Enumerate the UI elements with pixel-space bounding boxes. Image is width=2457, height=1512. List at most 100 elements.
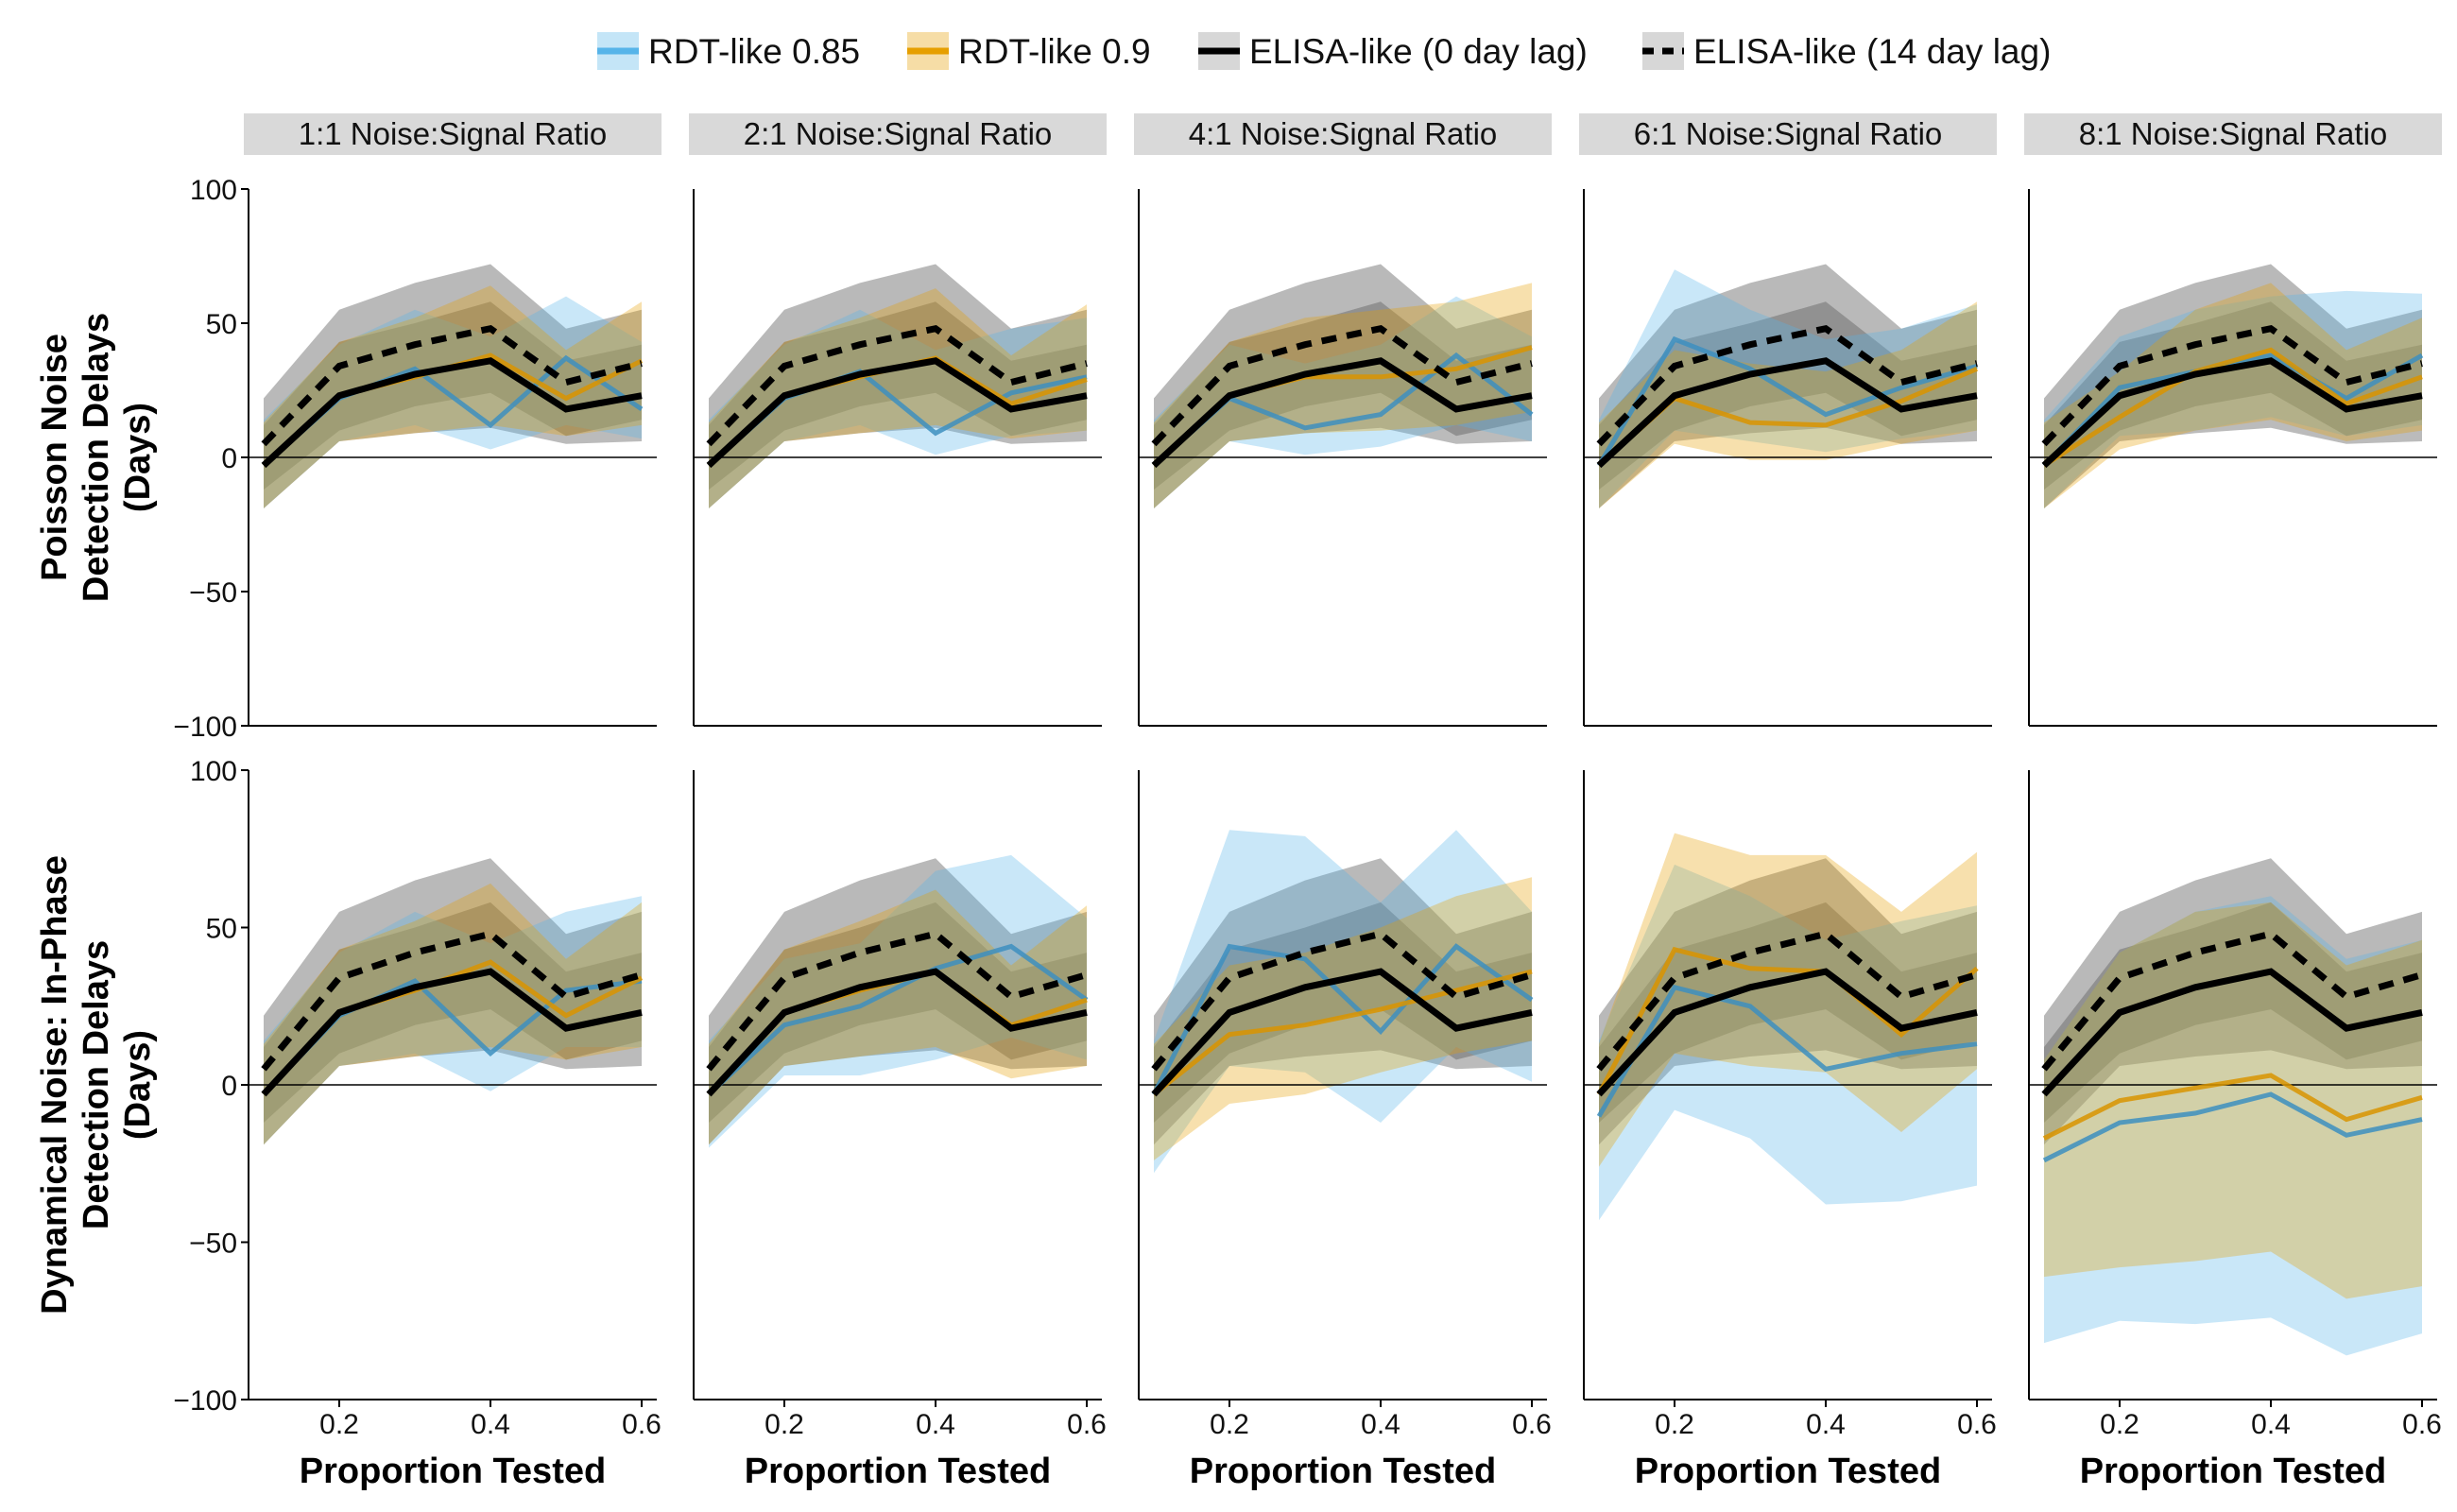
panel: 100 50 0 −50 −100 0.2 0.4 0.6 Proportion Tested [173, 756, 661, 1491]
facet-strip: 4:1 Noise:Signal Ratio [1134, 113, 1552, 155]
legend-label: ELISA-like (14 day lag) [1693, 32, 2051, 71]
elisa-0-band [1154, 902, 1532, 1145]
elisa-0-line [1596, 357, 1978, 469]
strip-title: 1:1 Noise:Signal Ratio [299, 116, 608, 151]
elisa-0-line [2041, 357, 2423, 469]
y-tick-label: 0 [221, 1071, 237, 1102]
y-tick-label: 100 [190, 756, 237, 787]
y-tick-label: 50 [206, 309, 237, 340]
elisa-0-line [261, 357, 643, 469]
facet-strips: 1:1 Noise:Signal Ratio 2:1 Noise:Signal R… [244, 113, 2442, 155]
x-axis-label: Proportion Tested [1190, 1452, 1496, 1491]
strip-background [1579, 113, 1997, 155]
strip-background [2024, 113, 2442, 155]
elisa-14-band [264, 264, 642, 490]
y-tick-label: −100 [173, 1385, 237, 1417]
rdt90-band [1599, 301, 1977, 508]
x-tick-label: 0.2 [319, 1409, 359, 1440]
x-tick-label: 0.4 [1806, 1409, 1846, 1440]
x-tick-label: 0.6 [1957, 1409, 1997, 1440]
row-labels: Poisson Noise Detection Delays (Days)Dynam… [35, 313, 158, 1314]
elisa-0-band [2044, 902, 2422, 1145]
strip-title: 8:1 Noise:Signal Ratio [2079, 116, 2388, 151]
elisa-14-line [1151, 324, 1533, 447]
elisa-0-band [1599, 301, 1977, 508]
rdt85-line [2042, 1091, 2423, 1163]
x-tick-label: 0.6 [622, 1409, 662, 1440]
row-label-line: (Days) [118, 403, 158, 512]
rdt90-band [1599, 833, 1977, 1167]
panel: 0.2 0.4 0.6 Proportion Tested [2028, 770, 2442, 1491]
legend-label: RDT-like 0.9 [958, 32, 1151, 71]
row-label: Poisson Noise Detection Delays (Days) [35, 313, 158, 602]
x-tick-label: 0.6 [2402, 1409, 2442, 1440]
x-axis-label: Proportion Tested [1635, 1452, 1941, 1491]
elisa-14-line [1151, 930, 1533, 1072]
elisa-14-band [1599, 264, 1977, 490]
x-tick-label: 0.4 [471, 1409, 510, 1440]
strip-title: 6:1 Noise:Signal Ratio [1634, 116, 1943, 151]
x-axis-label: Proportion Tested [2080, 1452, 2386, 1491]
strip-background [244, 113, 662, 155]
elisa-0-line [1151, 357, 1533, 469]
y-tick-label: −50 [189, 577, 237, 609]
rdt85-band [264, 296, 642, 508]
panels: 100 50 0 −50 −100 100 50 0 −50 −100 0.2 0.4 0.6 Propo… [173, 175, 2441, 1491]
elisa-14-line [706, 324, 1088, 447]
x-axis-label: Proportion Tested [300, 1452, 606, 1491]
elisa-0-band [264, 301, 642, 508]
rdt90-band [2044, 283, 2422, 508]
rdt85-band [1154, 296, 1532, 508]
rdt85-line [1596, 984, 1978, 1118]
elisa-0-band [264, 902, 642, 1145]
rdt90-band [2044, 902, 2422, 1299]
x-tick-label: 0.2 [1655, 1409, 1694, 1440]
rdt85-band [2044, 290, 2422, 508]
panel: 100 50 0 −50 −100 [173, 175, 657, 743]
x-tick-label: 0.6 [1067, 1409, 1107, 1440]
strip-background [1134, 113, 1552, 155]
strip-title: 4:1 Noise:Signal Ratio [1189, 116, 1498, 151]
rdt85-line [1596, 335, 1978, 467]
rdt90-line [2042, 1073, 2423, 1141]
facet-strip: 6:1 Noise:Signal Ratio [1579, 113, 1997, 155]
legend: RDT-like 0.85 RDT-like 0.9 ELISA-like (0 d… [597, 32, 2051, 71]
elisa-0-line [261, 968, 643, 1097]
strip-title: 2:1 Noise:Signal Ratio [744, 116, 1053, 151]
panel [2028, 189, 2437, 727]
panel: 0.2 0.4 0.6 Proportion Tested [693, 770, 1107, 1491]
x-tick-label: 0.4 [1361, 1409, 1400, 1440]
legend-item: RDT-like 0.9 [907, 32, 1151, 71]
x-tick-label: 0.4 [2251, 1409, 2291, 1440]
legend-label: ELISA-like (0 day lag) [1249, 32, 1588, 71]
elisa-0-line [706, 357, 1088, 469]
row-label-line: (Days) [118, 1030, 158, 1140]
elisa-14-band [1154, 858, 1532, 1123]
legend-item: ELISA-like (0 day lag) [1198, 32, 1588, 71]
panel: 0.2 0.4 0.6 Proportion Tested [1583, 770, 1997, 1491]
row-label-line: Detection Delays [77, 940, 116, 1229]
rdt90-band [709, 288, 1087, 508]
elisa-14-line [261, 324, 643, 447]
elisa-0-band [709, 902, 1087, 1145]
elisa-14-line [2041, 324, 2423, 447]
legend-label: RDT-like 0.85 [648, 32, 860, 71]
x-tick-label: 0.2 [2100, 1409, 2139, 1440]
facet-strip: 2:1 Noise:Signal Ratio [689, 113, 1107, 155]
elisa-14-band [709, 264, 1087, 490]
rdt90-line [2042, 347, 2423, 468]
strip-background [689, 113, 1107, 155]
panel [693, 189, 1102, 727]
legend-item: RDT-like 0.85 [597, 32, 860, 71]
x-tick-label: 0.2 [1210, 1409, 1249, 1440]
facet-strip: 1:1 Noise:Signal Ratio [244, 113, 662, 155]
panel [1583, 189, 1992, 727]
elisa-0-band [1154, 301, 1532, 508]
elisa-14-line [706, 930, 1088, 1072]
elisa-14-band [2044, 858, 2422, 1123]
row-label-line: Poisson Noise [35, 334, 75, 581]
rdt85-band [709, 854, 1087, 1148]
x-tick-label: 0.2 [765, 1409, 804, 1440]
elisa-0-line [706, 968, 1088, 1097]
